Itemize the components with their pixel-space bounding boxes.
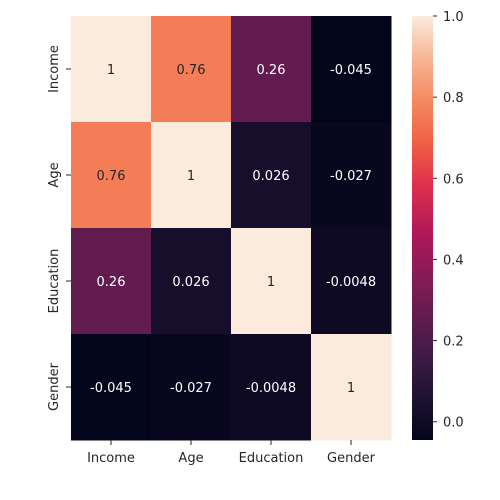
colorbar — [412, 16, 433, 440]
cell-label: -0.027 — [330, 169, 372, 184]
x-tick-label: Gender — [327, 451, 376, 466]
heatmap-cell-age-income — [71, 122, 152, 229]
heatmap-cell-education-income — [71, 228, 152, 335]
y-tick-label: Education — [47, 249, 62, 314]
heatmap-cell-gender-gender — [311, 334, 392, 441]
colorbar-tick-label: 0.2 — [443, 335, 464, 350]
heatmap-cell-education-age — [151, 228, 232, 335]
heatmap-cell-education-education — [231, 228, 312, 335]
cell-label: -0.0048 — [326, 275, 376, 290]
heatmap-cell-income-age — [151, 16, 232, 123]
heatmap-cells — [71, 16, 392, 441]
cell-label: -0.045 — [330, 63, 372, 78]
y-axis: Income Age Education Gender — [47, 45, 71, 411]
heatmap-cell-gender-income — [71, 334, 152, 441]
cell-label: -0.0048 — [246, 381, 296, 396]
heatmap-cell-income-education — [231, 16, 312, 123]
colorbar-tick-label: 0.0 — [443, 416, 464, 431]
heatmap-cell-age-education — [231, 122, 312, 229]
y-tick-label: Income — [47, 45, 62, 93]
cell-label: 0.026 — [172, 275, 209, 290]
colorbar-tick-label: 0.6 — [443, 172, 464, 187]
x-axis: Income Age Education Gender — [87, 440, 376, 466]
cell-label: -0.045 — [90, 381, 132, 396]
heatmap-cell-gender-age — [151, 334, 232, 441]
colorbar-tick-label: 1.0 — [443, 10, 464, 25]
heatmap-cell-age-gender — [311, 122, 392, 229]
y-tick-label: Gender — [47, 362, 62, 411]
cell-label: 0.026 — [252, 169, 289, 184]
cell-label: 0.26 — [97, 275, 126, 290]
cell-label: 1 — [187, 169, 195, 184]
heatmap-cell-labels: 1 0.76 0.26 -0.045 0.76 1 0.026 -0.027 0.26 0.026… — [90, 63, 376, 396]
colorbar-tick-label: 0.8 — [443, 91, 464, 106]
heatmap-cell-income-gender — [311, 16, 392, 123]
cell-label: 1 — [107, 63, 115, 78]
colorbar-ticks: 0.0 0.2 0.4 0.6 0.8 1.0 — [433, 10, 464, 431]
cell-label: 1 — [267, 275, 275, 290]
heatmap-cell-education-gender — [311, 228, 392, 335]
cell-label: 0.76 — [177, 63, 206, 78]
cell-label: 0.26 — [257, 63, 286, 78]
heatmap-cell-age-age — [151, 122, 232, 229]
cell-label: 0.76 — [97, 169, 126, 184]
heatmap-cell-income-income — [71, 16, 152, 123]
cell-label: 1 — [347, 381, 355, 396]
y-tick-label: Age — [47, 162, 62, 187]
x-tick-label: Income — [87, 451, 135, 466]
x-tick-label: Age — [178, 451, 203, 466]
cell-label: -0.027 — [170, 381, 212, 396]
colorbar-gradient — [412, 16, 433, 440]
colorbar-tick-label: 0.4 — [443, 253, 464, 268]
heatmap-cell-gender-education — [231, 334, 312, 441]
x-tick-label: Education — [239, 451, 304, 466]
